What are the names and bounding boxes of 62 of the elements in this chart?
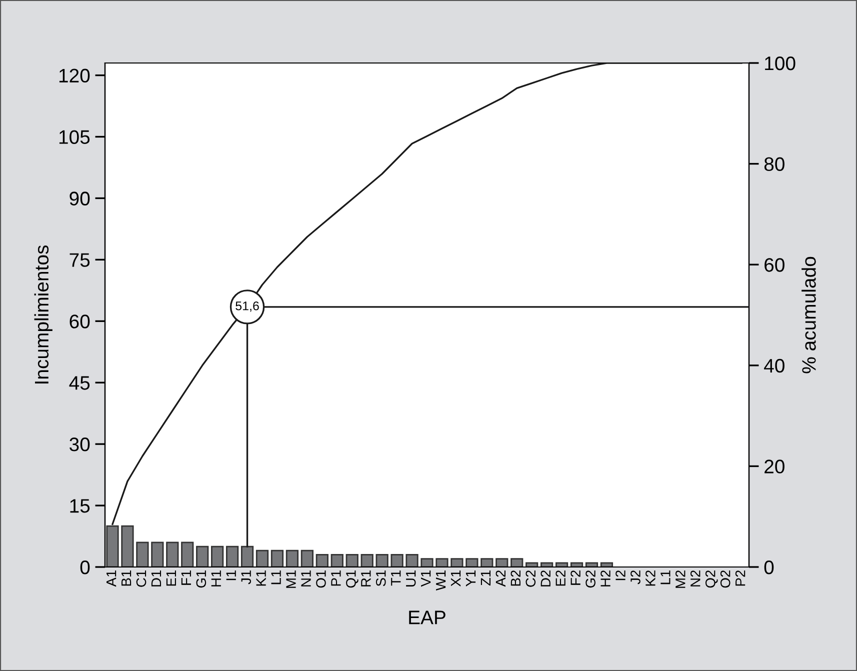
x-tick-label: J1 <box>241 570 252 584</box>
y-tick-label: 15 <box>70 499 90 513</box>
y-tick-label: 60 <box>70 314 90 328</box>
x-tick-label: F1 <box>181 570 191 585</box>
x-tick-label: V1 <box>421 570 431 587</box>
x-tick-label: J2 <box>630 570 640 584</box>
x-tick-label: S1 <box>376 570 386 586</box>
x-tick-label: T1 <box>391 570 401 586</box>
x-tick-label: I1 <box>226 570 236 580</box>
x-tick-label: K2 <box>646 570 656 586</box>
x-tick-label: Z1 <box>480 570 490 586</box>
x-tick-label: H1 <box>211 570 221 586</box>
y2-tick-label: 100 <box>765 56 796 70</box>
x-axis-title: EAP <box>409 610 446 624</box>
y-tick-label: 105 <box>59 130 90 144</box>
y2-tick-label: 20 <box>764 460 784 474</box>
x-tick-label: F2 <box>570 570 580 585</box>
x-tick-label: H2 <box>600 570 610 586</box>
x-tick-label: G1 <box>196 570 206 588</box>
x-tick-label: E2 <box>556 570 566 586</box>
x-tick-label: N1 <box>301 570 311 586</box>
x-tick-label: W1 <box>436 570 446 591</box>
x-tick-label: B1 <box>122 570 132 586</box>
y-tick-label: 30 <box>70 438 90 452</box>
x-tick-label: K1 <box>256 570 266 586</box>
x-tick-label: O2 <box>720 570 730 588</box>
x-tick-label: B2 <box>510 570 520 586</box>
y-tick-label: 45 <box>69 376 90 390</box>
x-tick-label: U1 <box>406 570 416 586</box>
y-tick-label: 0 <box>80 560 90 574</box>
x-tick-label: R1 <box>361 570 371 586</box>
ref-line-label: 51,6 <box>236 301 259 312</box>
x-tick-label: O1 <box>316 570 326 588</box>
y2-tick-label: 80 <box>764 157 784 172</box>
y2-tick-label: 0 <box>764 560 774 574</box>
x-tick-label: A2 <box>496 570 506 587</box>
x-tick-label: Y1 <box>466 570 476 586</box>
x-tick-label: D1 <box>151 570 162 586</box>
x-tick-label: C1 <box>136 570 146 587</box>
x-tick-label: L1 <box>660 570 670 584</box>
x-tick-label: C2 <box>526 570 536 587</box>
x-tick-label: X1 <box>450 570 461 586</box>
x-tick-label: D2 <box>540 570 550 586</box>
x-tick-label: N2 <box>690 570 700 586</box>
y-axis-title: Incumplimientos <box>34 245 52 384</box>
y2-axis-title: % acumulado <box>802 256 816 374</box>
x-tick-label: M2 <box>676 570 686 588</box>
y-tick-label: 90 <box>70 192 90 206</box>
x-tick-label: M1 <box>286 570 296 588</box>
y-tick-label: 120 <box>59 68 90 83</box>
x-tick-label: P1 <box>331 570 341 586</box>
y-tick-label: 75 <box>70 253 90 267</box>
x-tick-label: Q1 <box>346 570 358 588</box>
x-tick-label: A1 <box>106 570 116 587</box>
x-tick-label: G2 <box>586 570 596 588</box>
x-tick-label: Q2 <box>705 570 718 588</box>
y2-tick-label: 40 <box>764 358 784 373</box>
x-tick-label: I2 <box>616 570 626 580</box>
x-tick-label: P2 <box>735 570 746 586</box>
x-tick-label: L1 <box>271 570 281 584</box>
x-tick-label: E1 <box>166 570 176 586</box>
y2-tick-label: 60 <box>764 258 784 272</box>
